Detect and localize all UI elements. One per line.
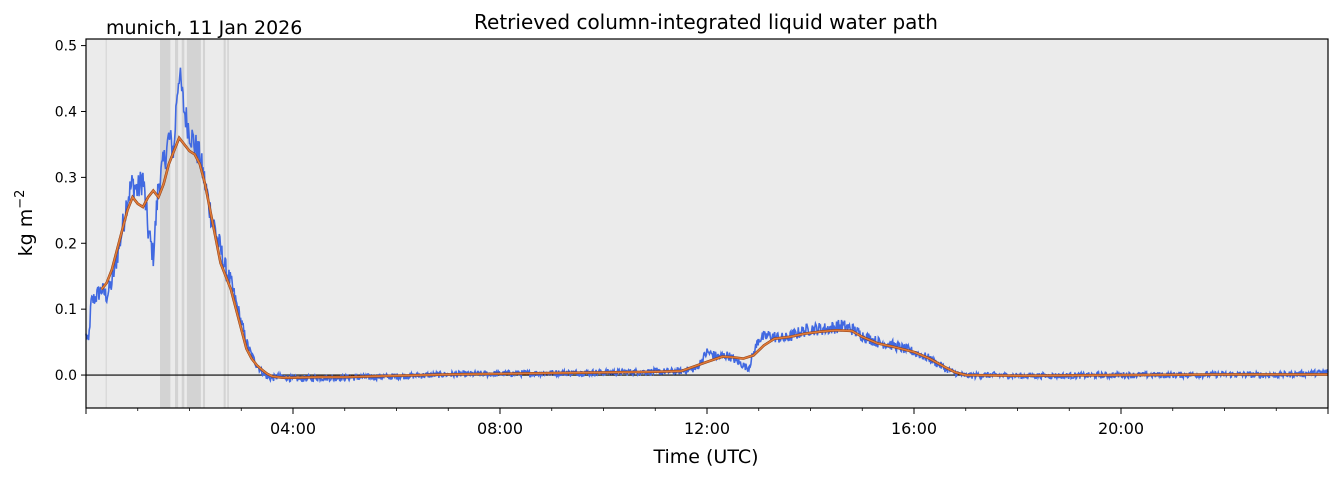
y-axis-label: kg m−2 (13, 190, 37, 257)
flag-band (160, 39, 171, 408)
y-tick-label: 0.5 (55, 39, 77, 55)
y-tick-label: 0.0 (55, 368, 77, 384)
y-axis-label-main: kg m (15, 209, 37, 257)
flag-band (105, 39, 107, 408)
flag-band (202, 39, 206, 408)
y-tick-label: 0.3 (55, 170, 77, 186)
y-axis-label-exponent: −2 (13, 190, 28, 209)
flag-band (223, 39, 226, 408)
x-tick-label: 20:00 (1098, 419, 1144, 438)
plot-background (86, 39, 1328, 408)
x-tick-label: 16:00 (891, 419, 937, 438)
plot-area (85, 38, 1329, 409)
x-tick-label: 12:00 (684, 419, 730, 438)
y-axis: 0.0 0.1 0.2 0.3 0.4 0.5 (55, 39, 86, 384)
flag-band (181, 39, 185, 408)
chart-title: Retrieved column-integrated liquid water… (474, 10, 938, 34)
location-date-label: munich, 11 Jan 2026 (106, 17, 302, 39)
flag-band (186, 39, 201, 408)
y-tick-label: 0.2 (55, 236, 77, 252)
flag-band (227, 39, 229, 408)
x-axis-label: Time (UTC) (652, 446, 758, 468)
x-tick-label: 04:00 (270, 419, 316, 438)
flag-band (175, 39, 179, 408)
y-tick-label: 0.4 (55, 104, 77, 120)
x-tick-label: 08:00 (477, 419, 523, 438)
x-axis: 04:00 08:00 12:00 16:00 20:00 (85, 408, 1329, 438)
y-tick-label: 0.1 (55, 302, 77, 318)
series-line-smoothed (100, 136, 1328, 379)
flag-bands (105, 39, 229, 408)
series-layer (85, 67, 1329, 384)
